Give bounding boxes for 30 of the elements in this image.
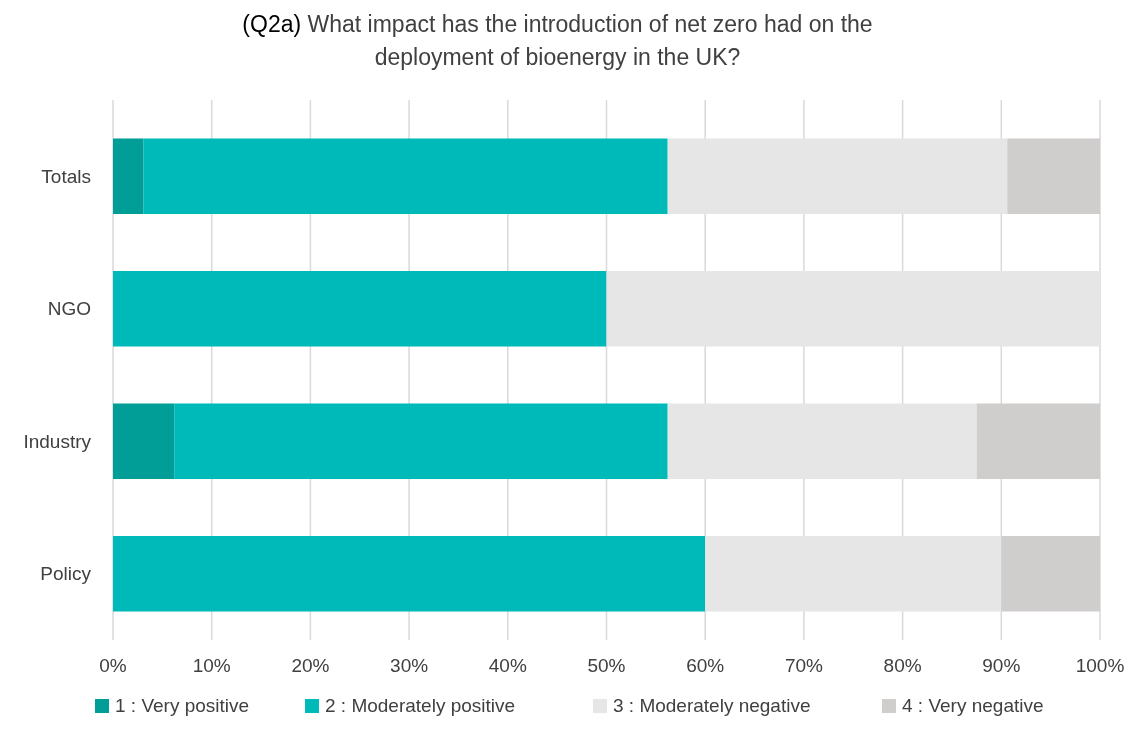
legend-label: 3 : Moderately negative bbox=[613, 695, 811, 716]
y-tick-label: Totals bbox=[41, 165, 91, 187]
bar bbox=[667, 403, 977, 480]
bar bbox=[606, 270, 1100, 347]
legend-label: 4 : Very negative bbox=[902, 695, 1044, 716]
bar bbox=[113, 535, 706, 612]
x-tick-label: 60% bbox=[686, 655, 725, 676]
bar bbox=[667, 138, 1008, 215]
bar bbox=[705, 535, 1002, 612]
x-tick-label: 50% bbox=[587, 655, 626, 676]
bar bbox=[143, 138, 668, 215]
bar bbox=[113, 270, 607, 347]
y-tick-label: Industry bbox=[23, 430, 92, 452]
x-tick-label: 20% bbox=[291, 655, 330, 676]
chart-title: (Q2a) What impact has the introduction of net zero had on the deployment of bioenergy in the UK? bbox=[242, 11, 873, 70]
legend-label: 2 : Moderately positive bbox=[325, 695, 516, 716]
y-tick-label: Policy bbox=[40, 563, 92, 585]
bar bbox=[113, 138, 144, 215]
x-tick-label: 30% bbox=[390, 655, 429, 676]
x-tick-label: 40% bbox=[488, 655, 527, 676]
y-tick-label: NGO bbox=[47, 298, 91, 320]
bar bbox=[174, 403, 668, 480]
x-tick-label: 90% bbox=[982, 655, 1021, 676]
x-tick-label: 70% bbox=[784, 655, 824, 676]
x-tick-label: 0% bbox=[99, 655, 127, 676]
x-tick-label: 10% bbox=[192, 655, 231, 676]
x-tick-label: 100% bbox=[1075, 655, 1125, 676]
legend-label: 1 : Very positive bbox=[115, 695, 250, 716]
x-tick-label: 80% bbox=[883, 655, 922, 676]
bar bbox=[113, 403, 175, 480]
